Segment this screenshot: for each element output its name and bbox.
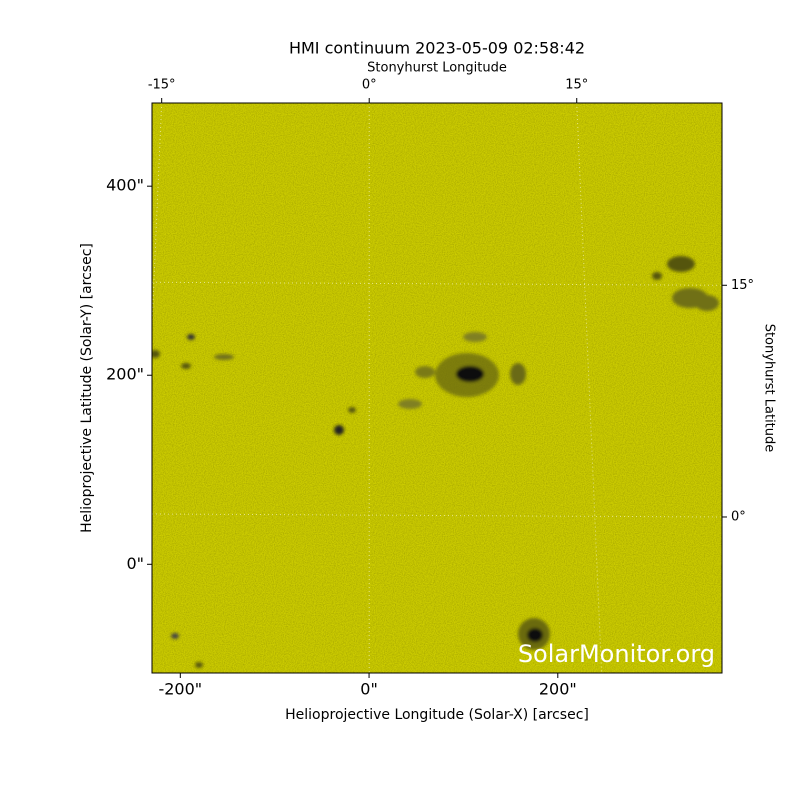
right-axis-label: Stonyhurst Latitude xyxy=(762,324,777,453)
y-tick-label: 0" xyxy=(126,554,144,573)
watermark: SolarMonitor.org xyxy=(518,640,715,668)
right-tick-label: 0° xyxy=(731,509,746,524)
y-tick-label: 400" xyxy=(106,176,144,195)
title: HMI continuum 2023-05-09 02:58:42 xyxy=(289,39,585,58)
y-tick-label: 200" xyxy=(106,365,144,384)
top-tick-label: 0° xyxy=(362,78,377,93)
x-tick-label: -200" xyxy=(158,680,202,699)
top-tick-label: 15° xyxy=(565,78,588,93)
image-noise xyxy=(152,103,722,673)
plot-frame xyxy=(151,102,723,674)
top-tick-label: -15° xyxy=(148,78,176,93)
x-tick-label: 200" xyxy=(539,680,577,699)
top-axis-label: Stonyhurst Longitude xyxy=(367,61,507,76)
x-axis-label: Helioprojective Longitude (Solar-X) [arc… xyxy=(285,707,589,723)
sunspots xyxy=(152,256,719,668)
y-axis-label: Helioprojective Latitude (Solar-Y) [arcs… xyxy=(79,243,95,533)
right-tick-label: 15° xyxy=(731,278,754,293)
x-tick-label: 0" xyxy=(360,680,378,699)
